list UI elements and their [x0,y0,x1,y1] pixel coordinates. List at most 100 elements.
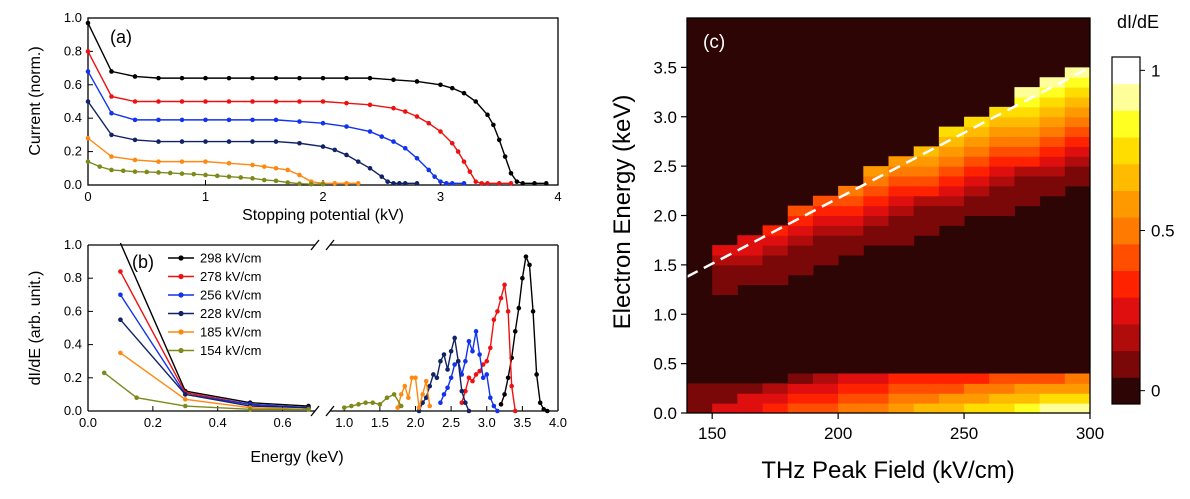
heatmap-cell [737,245,764,256]
panel-b-data-point [247,407,253,412]
panel-b-x-tick-label: 1.5 [371,415,389,430]
panel-a-data-point [297,75,302,81]
panel-a-data-point [273,166,279,171]
heatmap-cell [964,393,990,404]
heatmap-cell [838,235,864,246]
panel-a-data-point [297,119,302,124]
heatmap-cell [812,393,839,404]
panel-b-series-line-left [119,319,309,409]
legend-entry-label: 185 kV/cm [200,325,261,340]
panel-b-data-point [341,405,347,410]
panel-a-data-point [461,90,467,96]
panel-a-data-point [85,49,91,54]
panel-a-data-point [379,134,385,139]
panel-a-data-point [179,117,185,123]
colorbar-step [1112,377,1140,405]
heatmap-cell [1064,166,1091,177]
heatmap-cell [1064,97,1091,108]
panel-a-data-point [461,181,467,186]
panel-a-data-point [179,75,185,81]
panel-a-data-point [250,176,255,181]
panel-a-x-tick-label: 2 [319,189,326,204]
heatmap-cell [787,235,814,246]
panel-a-data-point [203,117,208,123]
heatmap-cell [938,146,965,157]
heatmap-cell [863,393,889,404]
heatmap-cell [989,126,1015,137]
panel-c-y-tick-label: 3.5 [653,58,677,77]
panel-b-data-point [398,392,404,397]
panel-a-data-point [156,117,161,123]
panel-a-data-point [109,94,114,99]
panel-b-data-point [534,372,539,377]
panel-a-data-point [285,167,291,173]
panel-b-data-point [466,408,472,414]
heatmap-cell [1039,156,1066,167]
heatmap-cell [964,116,990,128]
heatmap-cell [838,205,864,216]
heatmap-cell [913,225,940,236]
panel-b-data-point [134,395,139,401]
panel-b-x-tick-label: 1.0 [335,415,353,430]
heatmap-cell [938,393,965,404]
panel-b-x-tick-label: 2.5 [442,415,460,430]
panel-a-data-point [479,181,484,186]
panel-a-data-point [320,181,326,187]
heatmap-cell [989,383,1015,394]
heatmap-cells [687,67,1091,414]
panel-b-data-point [427,383,433,389]
panel-b-y-label: dI/dE (arb. unit.) [27,271,44,386]
panel-a-data-point [226,99,232,104]
heatmap-cell [737,403,764,414]
panel-a-data-point [109,167,114,173]
heatmap-cell [838,185,864,197]
legend-swatch-marker [178,347,184,354]
panel-a-data-point [320,144,326,149]
panel-b-y-tick-label: 0.4 [64,337,82,352]
panel-b-data-point [509,383,514,389]
panel-a-data-point [320,120,326,126]
panel-a-data-point [120,168,126,174]
panel-a-data-point [203,172,208,178]
panel-a-data-point [344,181,349,186]
heatmap-cell [712,255,738,266]
panel-b-data-point [398,403,404,409]
heatmap-cell [913,215,940,226]
heatmap-cell [989,185,1015,197]
panel-b-axis-break-bottom [310,405,335,417]
panel-a-data-point [414,114,420,119]
panel-b-x-tick-label: 0.6 [274,415,292,430]
panel-a-data-point [391,181,396,186]
heatmap-cell [863,205,889,216]
panel-a-data-point [132,157,138,163]
panel-b-x-tick-label: 3.0 [478,415,496,430]
panel-c-x-tick-label: 200 [824,424,852,443]
heatmap-cell [838,195,864,207]
heatmap-cell [712,403,738,414]
panel-b-data-point [118,350,123,356]
panel-b-data-point [441,352,447,357]
heatmap-cell [712,274,738,286]
heatmap-cell [989,156,1015,167]
heatmap-cell [1039,185,1066,197]
heatmap-cell [712,245,738,256]
panel-c-x-label: THz Peak Field (kV/cm) [761,457,1014,484]
panel-a-data-point [402,109,408,114]
panel-a-data-point [273,178,279,184]
panel-b-data-point [516,305,522,311]
panel-a-data-point [332,181,338,186]
panel-b-series-line-left [120,352,309,411]
heatmap-cell [989,146,1015,157]
panel-c-y-tick-label: 3.0 [653,108,677,127]
panel-b-data-point [182,392,188,397]
heatmap-cell [838,225,864,236]
panel-a-data-point [485,181,490,186]
panel-a-data-point [444,181,449,186]
heatmap-cell [787,393,814,404]
panel-b-data-point [505,309,511,314]
heatmap-cell [737,255,764,266]
panel-b-data-point [370,400,376,406]
panel-b-data-point [391,392,397,397]
heatmap-cell [989,166,1015,177]
heatmap-cell [913,383,940,394]
